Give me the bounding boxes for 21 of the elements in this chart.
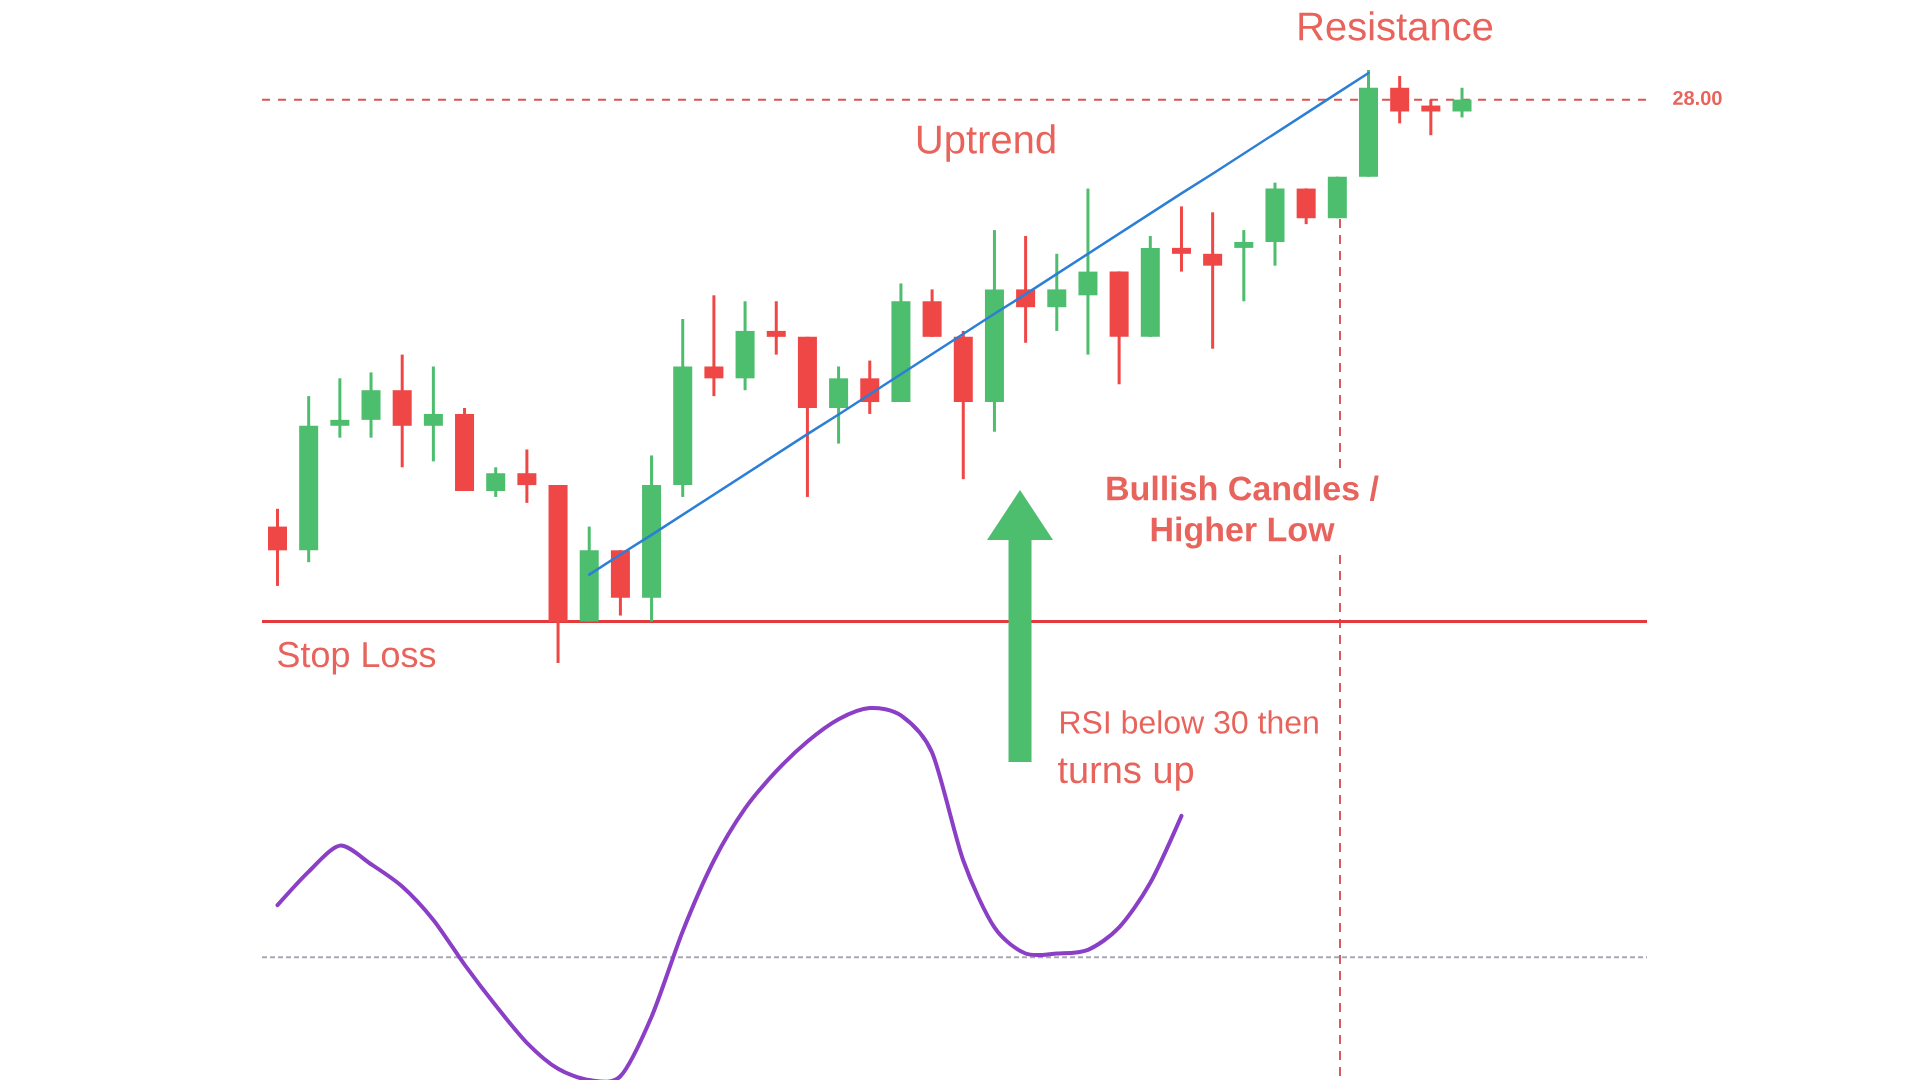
candlestick [766, 301, 786, 355]
annotation: turns up [1057, 758, 1194, 791]
candlestick [1171, 206, 1191, 272]
candlestick [1203, 212, 1223, 349]
annotation: Uptrend [917, 124, 1055, 162]
annotation: RSI below 30 then [1061, 710, 1318, 734]
candlestick [1390, 74, 1410, 124]
ref-line-label: Stop Loss [278, 641, 436, 675]
annotation: Bullish Candles / Higher Low [1107, 475, 1379, 549]
candlestick [486, 467, 506, 497]
candlestick [330, 378, 350, 438]
candlestick [1452, 86, 1472, 118]
candlestick [423, 366, 443, 462]
candlestick [704, 295, 724, 398]
text: 28.00 [1673, 90, 1722, 106]
text: Resistance [1299, 11, 1493, 41]
candlestick [1078, 188, 1098, 355]
candlestick [268, 507, 288, 586]
candlestick [517, 449, 537, 503]
candlestick [1047, 252, 1067, 331]
candlestick [1234, 230, 1254, 302]
